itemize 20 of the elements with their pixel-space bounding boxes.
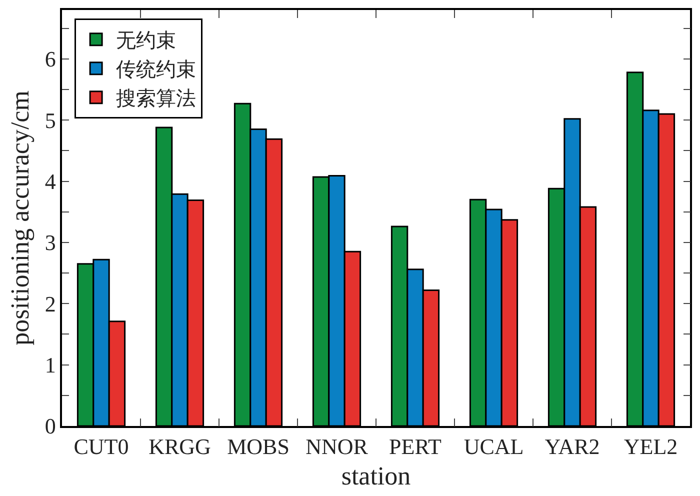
x-tick-label: PERT [389, 434, 442, 460]
y-tick-label: 3 [44, 230, 56, 256]
y-tick-label: 2 [44, 291, 56, 316]
x-tick-label: KRGG [148, 434, 212, 460]
y-tick-label: 4 [44, 168, 56, 194]
x-tick-label: MOBS [227, 434, 290, 460]
legend-label: 传统约束 [116, 59, 196, 82]
x-tick-label: YAR2 [544, 434, 600, 460]
x-tick-label: CUT0 [74, 434, 129, 460]
y-tick-label: 0 [44, 414, 56, 439]
legend-label: 无约束 [116, 30, 176, 52]
y-axis-title: positioning accuracy/cm [6, 90, 35, 346]
x-tick-label: NNOR [306, 434, 368, 460]
x-axis-title: station [341, 461, 411, 490]
y-tick-label: 1 [44, 352, 56, 378]
y-tick-label: 5 [44, 108, 56, 133]
x-tick-label: YEL2 [624, 434, 678, 460]
legend-label: 搜索算法 [116, 88, 196, 110]
x-tick-label: UCAL [464, 434, 524, 460]
y-tick-label: 6 [44, 46, 56, 72]
